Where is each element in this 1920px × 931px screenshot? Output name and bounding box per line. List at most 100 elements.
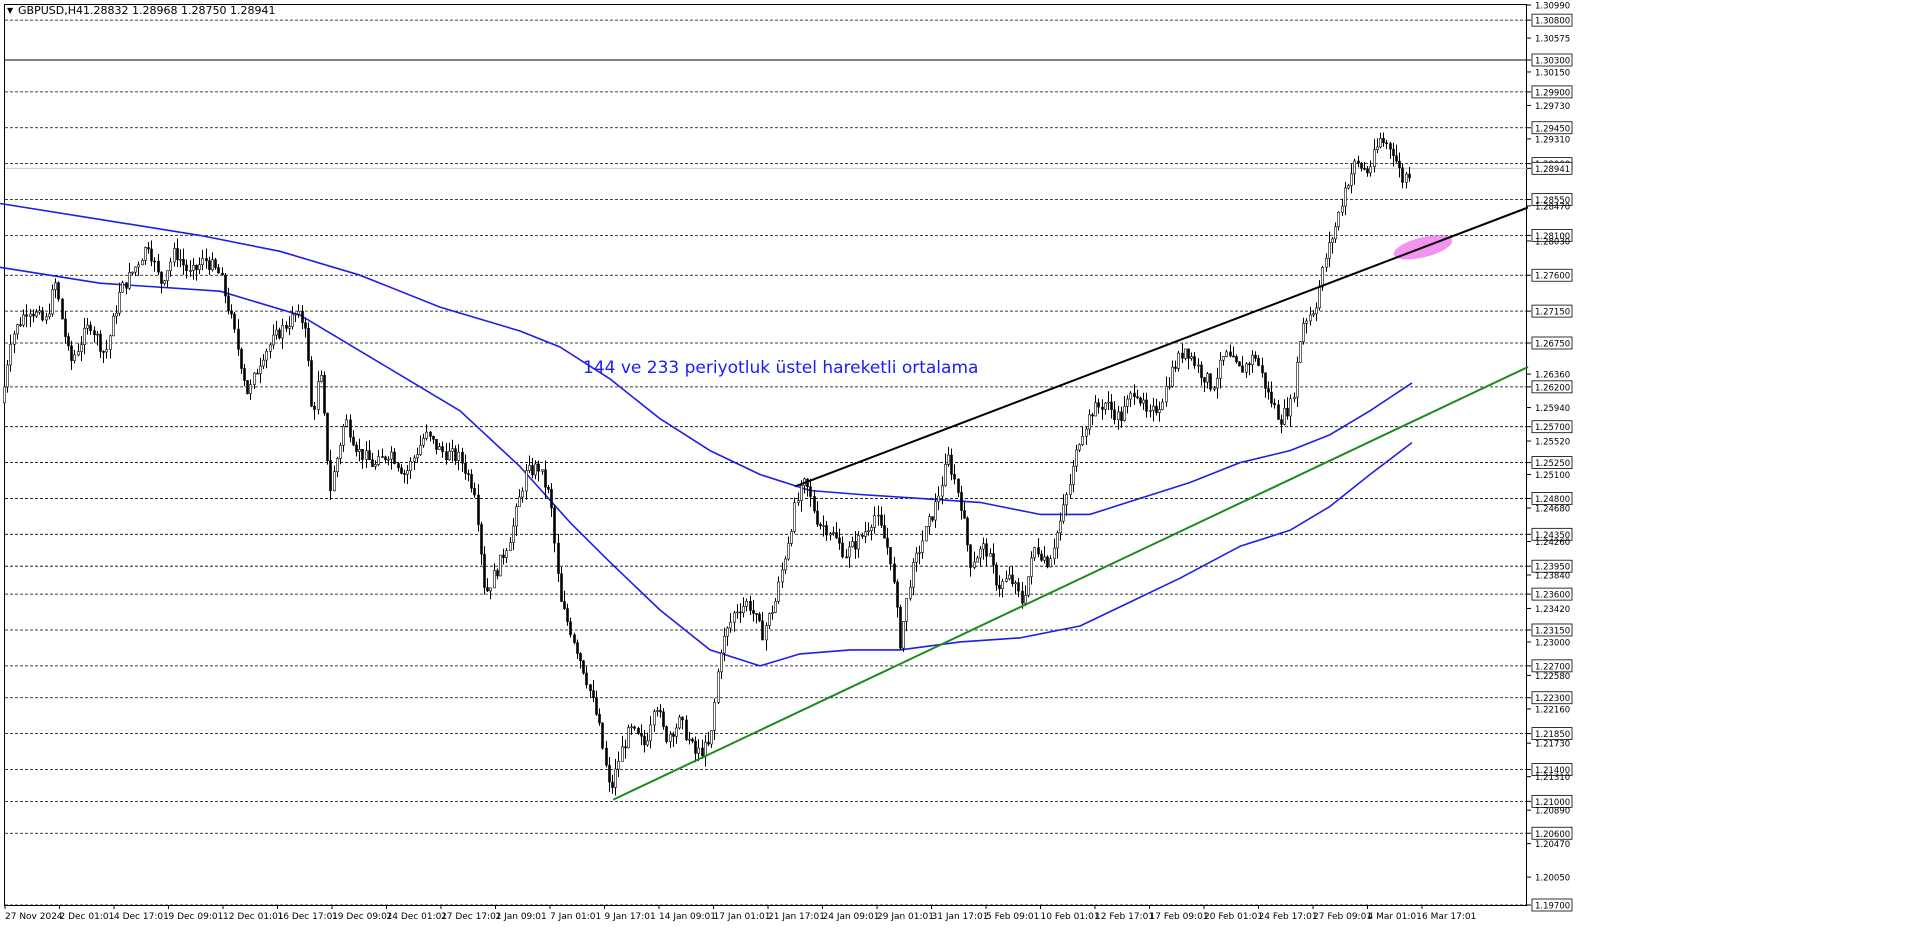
time-tick-label-3: 9 Dec 09:01 <box>169 912 224 922</box>
candle-body-204 <box>656 710 659 712</box>
candle-body-430 <box>1379 138 1382 148</box>
candle-body-131 <box>422 438 425 446</box>
price-tick-label-3: 1.30300 <box>1535 57 1570 67</box>
candle-body-429 <box>1376 146 1379 150</box>
candle-body-254 <box>816 510 819 525</box>
candle-body-347 <box>1113 409 1116 421</box>
candle-body-104 <box>336 458 339 472</box>
time-tick-label-1: 2 Dec 01:01 <box>60 912 115 922</box>
price-box-15 <box>1531 268 1573 282</box>
candle-body-237 <box>761 620 764 641</box>
candle-body-383 <box>1229 351 1232 357</box>
candle-body-144 <box>464 462 467 474</box>
price-box-11 <box>1531 193 1573 206</box>
resistance-trendline[interactable] <box>794 206 1529 488</box>
candle-body-70 <box>227 295 230 312</box>
time-tick-label-14: 21 Jan 17:01 <box>768 912 825 922</box>
plot-area[interactable] <box>4 4 1527 906</box>
candle-body-53 <box>173 248 176 263</box>
candle-body-169 <box>544 469 547 488</box>
candle-body-373 <box>1197 364 1200 367</box>
candle-body-155 <box>499 554 502 577</box>
candle-body-423 <box>1357 160 1360 164</box>
candle-body-280 <box>899 606 902 649</box>
candle-body-321 <box>1030 557 1033 577</box>
candle-body-199 <box>640 733 643 737</box>
price-tick-label-2: 1.30575 <box>1535 35 1570 45</box>
candle-body-109 <box>352 436 355 446</box>
candle-body-231 <box>742 606 745 614</box>
candle-body-240 <box>771 612 774 614</box>
candle-body-286 <box>918 552 921 554</box>
candle-body-328 <box>1053 547 1056 559</box>
price-box-17 <box>1531 336 1573 350</box>
candle-body-208 <box>669 733 672 742</box>
candle-body-348 <box>1117 411 1120 421</box>
time-tick-label-22: 20 Feb 01:01 <box>1204 912 1263 922</box>
price-tick-label-14: 1.28030 <box>1535 237 1570 247</box>
candle-body-45 <box>147 247 150 250</box>
candle-body-146 <box>470 473 473 489</box>
candle-body-428 <box>1373 149 1376 168</box>
candle-body-194 <box>624 746 627 749</box>
candle-body-272 <box>873 515 876 528</box>
price-tick-label-45: 1.20600 <box>1535 830 1570 840</box>
time-tick-label-8: 27 Dec 17:01 <box>441 912 502 922</box>
candle-body-288 <box>925 526 928 542</box>
candle-body-350 <box>1123 405 1126 421</box>
candle-body-165 <box>531 465 534 476</box>
candle-body-58 <box>189 270 192 272</box>
price-tick-label-16: 1.27150 <box>1535 308 1570 318</box>
support-trendline[interactable] <box>612 366 1529 801</box>
candle-body-22 <box>73 354 76 361</box>
candle-body-187 <box>601 722 604 749</box>
candle-body-49 <box>160 271 163 284</box>
time-tick-label-0: 27 Nov 2024 <box>5 912 63 922</box>
candle-body-142 <box>457 451 460 461</box>
candle-body-271 <box>870 527 873 532</box>
candle-body-405 <box>1299 341 1302 363</box>
price-box-16 <box>1531 304 1573 318</box>
candle-body-52 <box>169 261 172 272</box>
candle-body-133 <box>429 431 432 437</box>
candle-body-410 <box>1315 307 1318 315</box>
collapse-arrow-icon[interactable]: ▼ <box>7 6 14 15</box>
price-box-10 <box>1531 161 1573 175</box>
candle-body-341 <box>1094 402 1097 417</box>
candle-body-202 <box>649 724 652 742</box>
candle-body-198 <box>637 727 640 734</box>
candle-body-99 <box>320 374 323 382</box>
candle-body-362 <box>1161 401 1164 410</box>
candle-body-196 <box>630 726 633 729</box>
candle-body-388 <box>1245 363 1248 373</box>
candle-body-97 <box>313 405 316 410</box>
candle-body-67 <box>217 267 220 274</box>
candle-body-186 <box>598 713 601 724</box>
candle-body-315 <box>1011 574 1014 585</box>
candle-body-181 <box>582 660 585 674</box>
candle-body-278 <box>893 563 896 583</box>
candle-body-64 <box>208 260 211 271</box>
candle-body-344 <box>1104 402 1107 410</box>
price-box-5 <box>1531 85 1573 99</box>
candle-body-215 <box>691 738 694 742</box>
price-tick-label-13: 1.28100 <box>1535 232 1570 242</box>
candle-body-107 <box>345 419 348 427</box>
price-tick-label-8: 1.29310 <box>1535 135 1570 145</box>
candle-body-20 <box>67 336 70 347</box>
candle-body-369 <box>1184 348 1187 359</box>
candle-body-84 <box>272 334 275 346</box>
candle-body-62 <box>201 258 204 265</box>
candle-body-276 <box>886 537 889 548</box>
candle-body-7 <box>25 314 28 317</box>
candle-body-434 <box>1392 148 1395 157</box>
candle-body-174 <box>560 573 563 602</box>
price-box-27 <box>1531 527 1573 541</box>
candle-body-137 <box>441 446 444 452</box>
candle-body-382 <box>1225 351 1228 357</box>
candle-body-356 <box>1142 399 1145 404</box>
candle-body-192 <box>617 761 620 770</box>
candle-body-2 <box>9 344 12 366</box>
